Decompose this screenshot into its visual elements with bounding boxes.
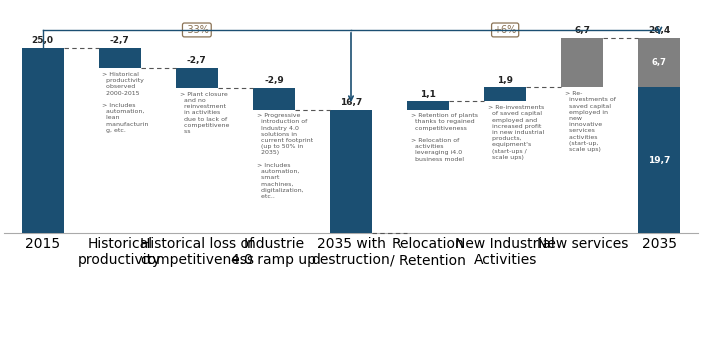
- Text: -2,7: -2,7: [187, 56, 206, 65]
- Bar: [407, 101, 449, 109]
- Text: > Plant closure
  and no
  reinvestment
  in activities
  due to lack of
  compe: > Plant closure and no reinvestment in a…: [180, 92, 229, 134]
- Text: 16,7: 16,7: [340, 98, 362, 107]
- Text: 1,1: 1,1: [420, 89, 436, 99]
- Bar: [253, 88, 295, 109]
- Text: > Re-
  investments of
  saved capital
  employed in
  new
  innovative
  servic: > Re- investments of saved capital emplo…: [565, 91, 616, 152]
- Text: 6,7: 6,7: [652, 58, 667, 67]
- Bar: [22, 48, 64, 233]
- Bar: [638, 87, 680, 233]
- Text: 19,7: 19,7: [648, 155, 670, 165]
- Text: -2,9: -2,9: [264, 76, 284, 85]
- Text: > Progressive
  introduction of
  Industry 4.0
  solutions in
  current footprin: > Progressive introduction of Industry 4…: [257, 113, 312, 199]
- Bar: [98, 48, 141, 68]
- Bar: [176, 68, 218, 88]
- Text: > Retention of plants
  thanks to regained
  competitiveness

> Relocation of
  : > Retention of plants thanks to regained…: [411, 113, 478, 162]
- Text: -2,7: -2,7: [110, 36, 130, 46]
- Bar: [484, 87, 526, 101]
- Bar: [638, 38, 680, 87]
- Text: 6,7: 6,7: [574, 26, 590, 35]
- Text: 25,0: 25,0: [32, 36, 54, 46]
- Bar: [561, 38, 604, 87]
- Text: > Re-investments
  of saved capital
  employed and
  increased profit
  in new i: > Re-investments of saved capital employ…: [488, 105, 544, 160]
- Text: +6%: +6%: [494, 25, 517, 35]
- Text: > Historical
  productivity
  observed
  2000-2015

> Includes
  automation,
  l: > Historical productivity observed 2000-…: [102, 72, 149, 133]
- Text: 26,4: 26,4: [648, 26, 670, 35]
- Text: 1,9: 1,9: [497, 75, 513, 85]
- Bar: [330, 109, 372, 233]
- Text: -33%: -33%: [185, 25, 209, 35]
